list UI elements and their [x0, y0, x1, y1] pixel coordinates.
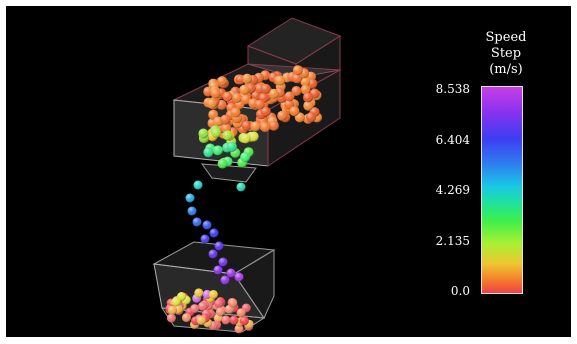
particle-shading — [260, 122, 271, 133]
particle-shading — [220, 114, 231, 125]
particle-shading — [275, 75, 286, 86]
particle-shading — [240, 133, 251, 144]
particle-shading — [171, 297, 181, 307]
particle-shading — [200, 234, 210, 244]
legend-title-line: (m/s) — [489, 62, 523, 77]
colorbar-tick-label: 8.538 — [435, 82, 470, 96]
particle-shading — [277, 110, 288, 121]
particle-shading — [260, 106, 271, 117]
particle-shading — [190, 304, 200, 314]
particle-shading — [222, 91, 233, 102]
particle-shading — [167, 305, 177, 315]
particle-shading — [240, 152, 251, 163]
particles — [165, 65, 322, 334]
particle-shading — [213, 265, 223, 275]
particle-scene — [152, 17, 342, 334]
particle-shading — [220, 275, 230, 285]
particle-shading — [268, 120, 279, 131]
particle-shading — [303, 92, 313, 103]
particle-shading — [300, 76, 311, 87]
particle-shading — [300, 84, 311, 95]
particle-shading — [185, 193, 195, 203]
particle-shading — [222, 130, 233, 141]
particle-shading — [203, 147, 214, 158]
particle-shading — [268, 88, 279, 99]
legend-title-line: Step — [490, 46, 522, 61]
particle-shading — [198, 128, 209, 139]
particle-shading — [228, 298, 238, 308]
particle-shading — [260, 83, 271, 94]
particle-shading — [218, 257, 228, 267]
colorbar-tick-label: 6.404 — [435, 133, 470, 147]
particle-shading — [211, 127, 221, 138]
legend-title: Speed Step (m/s) — [474, 30, 538, 78]
particle-shading — [214, 241, 224, 251]
particle-shading — [234, 324, 244, 334]
particle-shading — [215, 307, 225, 317]
speed-colorbar — [481, 86, 523, 294]
particle-shading — [306, 112, 316, 123]
particle-shading — [192, 217, 202, 227]
particle-shading — [206, 98, 217, 109]
particle-shading — [217, 158, 228, 169]
particle-shading — [209, 228, 219, 238]
particle-shading — [251, 90, 262, 101]
particle-shading — [284, 91, 295, 102]
particle-shading — [239, 84, 250, 95]
particle-shading — [208, 290, 218, 299]
particle-shading — [212, 145, 223, 156]
particle-shading — [208, 249, 218, 259]
particle-shading — [291, 86, 302, 96]
particle-shading — [284, 99, 295, 110]
particle-shading — [194, 288, 204, 298]
particle-shading — [229, 315, 239, 325]
particle-shading — [214, 299, 224, 309]
particle-shading — [187, 206, 197, 216]
particle-shading — [210, 88, 221, 99]
particle-shading — [166, 313, 176, 323]
particle-shading — [202, 220, 212, 230]
particle-shading — [182, 313, 191, 323]
particle-shading — [226, 141, 237, 152]
particle-shading — [232, 92, 243, 103]
render-viewport: Speed Step (m/s) 8.538 6.404 4.269 2.135… — [6, 6, 571, 337]
particle-shading — [236, 182, 246, 192]
particle-shading — [226, 268, 236, 278]
particle-shading — [303, 100, 314, 111]
colorbar-tick-label: 2.135 — [435, 234, 470, 248]
particle-shading — [292, 73, 303, 84]
legend-title-line: Speed — [485, 30, 527, 45]
particle-shading — [254, 99, 265, 110]
particle-shading — [193, 180, 203, 190]
particle-shading — [234, 272, 244, 282]
particle-shading — [196, 315, 206, 325]
particle-shading — [236, 308, 246, 318]
colorbar-tick-label: 4.269 — [435, 183, 470, 197]
particle-shading — [241, 120, 252, 131]
particle-shading — [250, 121, 261, 132]
particle-shading — [198, 301, 208, 311]
particle-shading — [221, 315, 231, 325]
particle-shading — [217, 76, 228, 87]
particle-shading — [242, 73, 253, 84]
particle-shading — [230, 107, 241, 118]
particle-shading — [248, 131, 259, 142]
particle-shading — [292, 65, 303, 76]
particle-shading — [289, 106, 300, 117]
particle-shading — [239, 316, 249, 326]
colorbar-tick-label: 0.0 — [450, 284, 470, 298]
